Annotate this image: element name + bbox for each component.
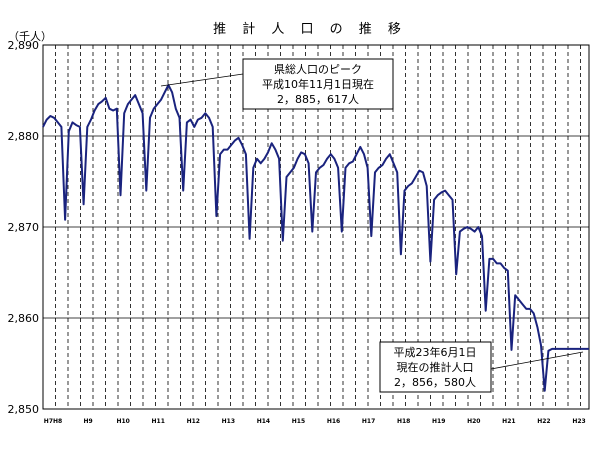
x-tick-label: H16 [327,418,340,425]
x-tick-label: H19 [432,418,445,425]
peak-annotation-line-2: 平成10年11月1日現在 [262,77,374,91]
x-tick-label: H15 [292,418,305,425]
y-tick-label: 2,850 [8,403,40,416]
x-tick-label: H20 [467,418,480,425]
x-tick-label: H22 [537,418,550,425]
x-tick-label: H18 [397,418,410,425]
y-tick-label: 2,860 [8,312,40,325]
y-axis-ticks: 2,850 2,860 2,870 2,880 2,890 [8,39,40,416]
y-tick-label: 2,890 [8,39,40,52]
x-tick-label: H21 [502,418,515,425]
current-annotation-line-1: 平成23年6月1日 [394,345,477,359]
peak-annotation-box [242,58,394,110]
current-annotation-line-2: 現在の推計人口 [397,360,474,374]
current-annotation-leader [490,351,584,370]
x-tick-label: H7H8 [44,418,62,425]
x-tick-label: H17 [362,418,375,425]
x-tick-label: H14 [257,418,270,425]
x-tick-label: H11 [152,418,165,425]
x-tick-label: H10 [116,418,129,425]
x-tick-label: H23 [572,418,585,425]
x-tick-label: H9 [83,418,92,425]
peak-annotation-leader [160,73,244,87]
peak-annotation-line-3: 2，885，617人 [277,93,359,106]
current-annotation-line-3: 2，856，580人 [394,376,476,389]
y-tick-label: 2,880 [8,130,40,143]
y-axis-unit-label: （千人） [8,30,52,43]
current-annotation-box [379,341,492,393]
y-tick-label: 2,870 [8,221,40,234]
x-tick-label: H12 [187,418,200,425]
x-tick-label: H13 [222,418,235,425]
population-series-line [42,84,589,392]
peak-annotation-line-1: 県総人口のピーク [274,62,362,76]
x-axis-ticks: H7H8 H9 H10 H11 H12 H13 H14 H15 H16 H17 H18 H19 H20 H… [44,418,586,425]
chart-title: 推 計 人 口 の 推 移 [213,21,407,37]
plot-frame [42,44,590,410]
